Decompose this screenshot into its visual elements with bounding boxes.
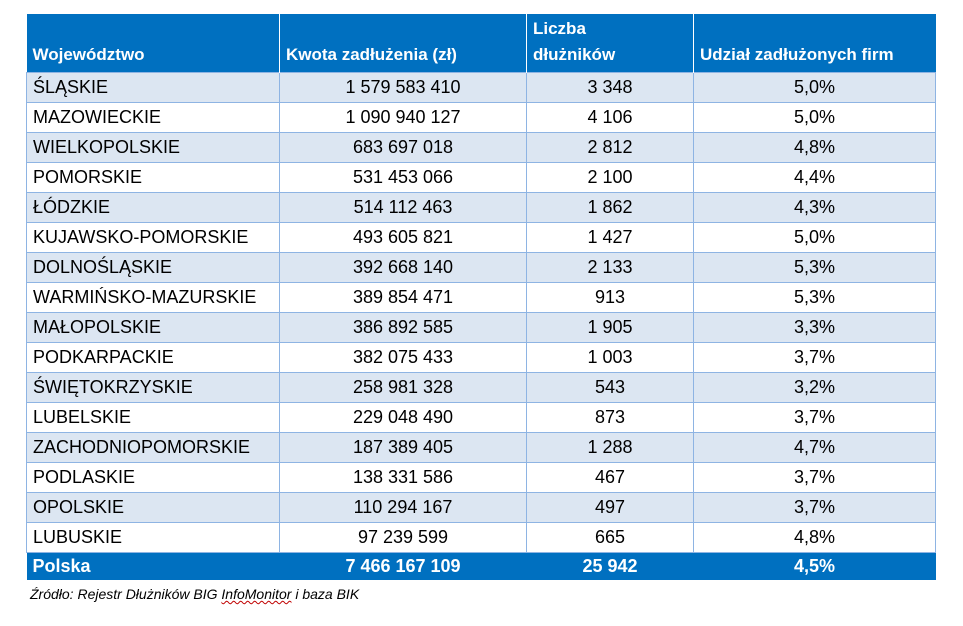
- table-row: PODLASKIE 138 331 586 467 3,7%: [26, 462, 936, 493]
- cell-share: 3,2%: [693, 372, 936, 403]
- cell-debtors: 3 348: [526, 72, 694, 103]
- cell-region: KUJAWSKO-POMORSKIE: [26, 222, 280, 253]
- cell-amount: 1 579 583 410: [279, 72, 527, 103]
- total-amount: 7 466 167 109: [279, 552, 527, 580]
- total-debtors: 25 942: [526, 552, 694, 580]
- cell-debtors: 467: [526, 462, 694, 493]
- header-debtors-line2: dłużników: [533, 45, 616, 64]
- table-row: LUBUSKIE 97 239 599 665 4,8%: [26, 522, 936, 553]
- debt-by-region-table: Województwo Kwota zadłużenia (zł) Liczba…: [26, 14, 936, 580]
- cell-region: MAŁOPOLSKIE: [26, 312, 280, 343]
- cell-region: ŚWIĘTOKRZYSKIE: [26, 372, 280, 403]
- source-note: Źródło: Rejestr Dłużników BIG InfoMonito…: [26, 586, 935, 602]
- source-prefix: Źródło: Rejestr Dłużników BIG: [30, 586, 222, 602]
- cell-amount: 229 048 490: [279, 402, 527, 433]
- header-debtors-line1: Liczba: [533, 19, 586, 38]
- cell-amount: 1 090 940 127: [279, 102, 527, 133]
- cell-amount: 258 981 328: [279, 372, 527, 403]
- cell-share: 5,3%: [693, 252, 936, 283]
- cell-debtors: 913: [526, 282, 694, 313]
- cell-debtors: 1 862: [526, 192, 694, 223]
- header-region: Województwo: [26, 14, 280, 73]
- cell-share: 4,7%: [693, 432, 936, 463]
- total-share: 4,5%: [693, 552, 936, 580]
- cell-region: WIELKOPOLSKIE: [26, 132, 280, 163]
- source-highlight: InfoMonitor: [221, 586, 292, 602]
- table-row: WIELKOPOLSKIE 683 697 018 2 812 4,8%: [26, 132, 936, 163]
- cell-share: 4,8%: [693, 132, 936, 163]
- cell-amount: 382 075 433: [279, 342, 527, 373]
- cell-region: WARMIŃSKO-MAZURSKIE: [26, 282, 280, 313]
- cell-share: 4,8%: [693, 522, 936, 553]
- cell-share: 3,3%: [693, 312, 936, 343]
- table-row: ŚWIĘTOKRZYSKIE 258 981 328 543 3,2%: [26, 372, 936, 403]
- table-row: LUBELSKIE 229 048 490 873 3,7%: [26, 402, 936, 433]
- cell-amount: 110 294 167: [279, 492, 527, 523]
- table-row: KUJAWSKO-POMORSKIE 493 605 821 1 427 5,0%: [26, 222, 936, 253]
- table-row: PODKARPACKIE 382 075 433 1 003 3,7%: [26, 342, 936, 373]
- table-row: ŚLĄSKIE 1 579 583 410 3 348 5,0%: [26, 72, 936, 103]
- cell-debtors: 1 003: [526, 342, 694, 373]
- cell-share: 5,3%: [693, 282, 936, 313]
- cell-region: PODKARPACKIE: [26, 342, 280, 373]
- cell-share: 3,7%: [693, 402, 936, 433]
- cell-amount: 97 239 599: [279, 522, 527, 553]
- cell-region: MAZOWIECKIE: [26, 102, 280, 133]
- cell-amount: 187 389 405: [279, 432, 527, 463]
- cell-debtors: 1 288: [526, 432, 694, 463]
- cell-debtors: 2 100: [526, 162, 694, 193]
- cell-amount: 514 112 463: [279, 192, 527, 223]
- cell-amount: 392 668 140: [279, 252, 527, 283]
- cell-share: 5,0%: [693, 222, 936, 253]
- cell-share: 3,7%: [693, 342, 936, 373]
- header-share: Udział zadłużonych firm: [693, 14, 936, 73]
- cell-debtors: 4 106: [526, 102, 694, 133]
- header-debtors: Liczba dłużników: [526, 14, 694, 73]
- cell-debtors: 2 812: [526, 132, 694, 163]
- cell-amount: 531 453 066: [279, 162, 527, 193]
- table-row: ZACHODNIOPOMORSKIE 187 389 405 1 288 4,7%: [26, 432, 936, 463]
- cell-region: ŁÓDZKIE: [26, 192, 280, 223]
- cell-share: 3,7%: [693, 462, 936, 493]
- cell-amount: 493 605 821: [279, 222, 527, 253]
- source-suffix: i baza BIK: [291, 586, 360, 602]
- cell-amount: 386 892 585: [279, 312, 527, 343]
- table-row: MAZOWIECKIE 1 090 940 127 4 106 5,0%: [26, 102, 936, 133]
- cell-region: POMORSKIE: [26, 162, 280, 193]
- cell-region: OPOLSKIE: [26, 492, 280, 523]
- cell-amount: 389 854 471: [279, 282, 527, 313]
- cell-region: ZACHODNIOPOMORSKIE: [26, 432, 280, 463]
- cell-debtors: 873: [526, 402, 694, 433]
- cell-region: ŚLĄSKIE: [26, 72, 280, 103]
- cell-region: DOLNOŚLĄSKIE: [26, 252, 280, 283]
- cell-amount: 138 331 586: [279, 462, 527, 493]
- cell-share: 5,0%: [693, 72, 936, 103]
- header-amount: Kwota zadłużenia (zł): [279, 14, 527, 73]
- header-row: Województwo Kwota zadłużenia (zł) Liczba…: [26, 14, 936, 73]
- cell-debtors: 543: [526, 372, 694, 403]
- cell-amount: 683 697 018: [279, 132, 527, 163]
- table-row: MAŁOPOLSKIE 386 892 585 1 905 3,3%: [26, 312, 936, 343]
- total-row: Polska 7 466 167 109 25 942 4,5%: [26, 552, 936, 580]
- cell-debtors: 2 133: [526, 252, 694, 283]
- table-row: ŁÓDZKIE 514 112 463 1 862 4,3%: [26, 192, 936, 223]
- cell-region: LUBUSKIE: [26, 522, 280, 553]
- cell-debtors: 497: [526, 492, 694, 523]
- cell-region: PODLASKIE: [26, 462, 280, 493]
- cell-share: 5,0%: [693, 102, 936, 133]
- cell-share: 4,3%: [693, 192, 936, 223]
- cell-share: 3,7%: [693, 492, 936, 523]
- cell-debtors: 1 427: [526, 222, 694, 253]
- cell-debtors: 665: [526, 522, 694, 553]
- table-row: OPOLSKIE 110 294 167 497 3,7%: [26, 492, 936, 523]
- table-row: DOLNOŚLĄSKIE 392 668 140 2 133 5,3%: [26, 252, 936, 283]
- cell-share: 4,4%: [693, 162, 936, 193]
- debt-table-container: Województwo Kwota zadłużenia (zł) Liczba…: [26, 14, 936, 602]
- cell-debtors: 1 905: [526, 312, 694, 343]
- cell-region: LUBELSKIE: [26, 402, 280, 433]
- table-row: WARMIŃSKO-MAZURSKIE 389 854 471 913 5,3%: [26, 282, 936, 313]
- total-region: Polska: [26, 552, 280, 580]
- table-row: POMORSKIE 531 453 066 2 100 4,4%: [26, 162, 936, 193]
